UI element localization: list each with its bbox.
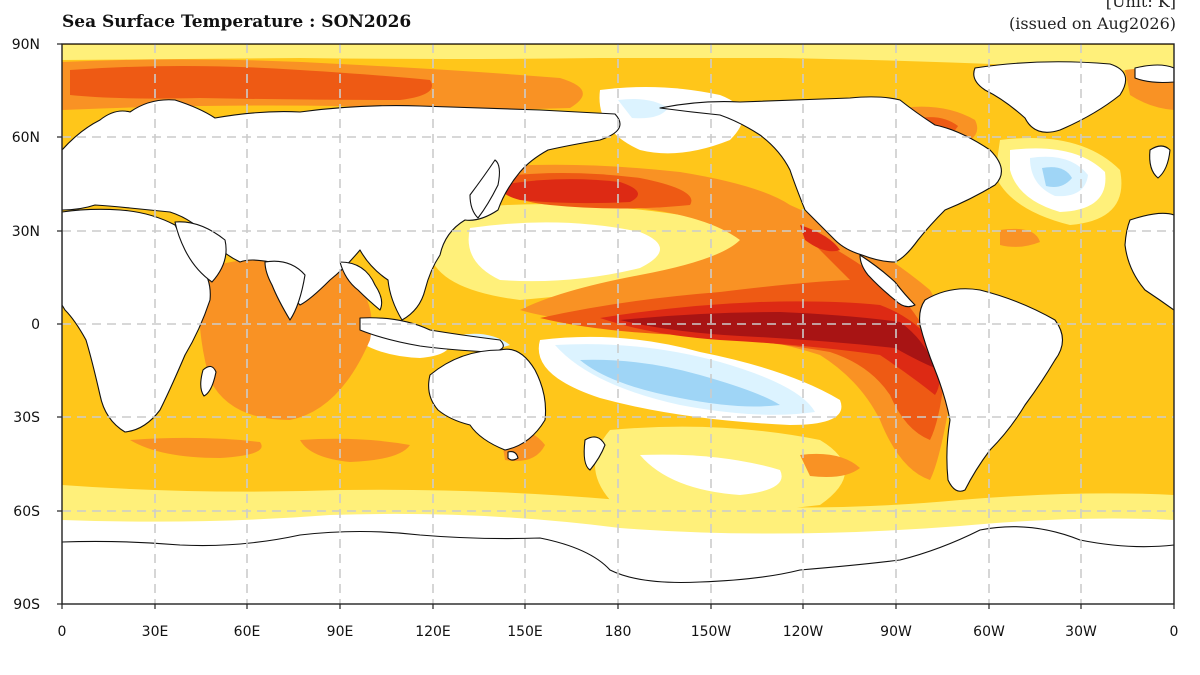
lat-label-90n: 90N [12,37,40,53]
tick-marks [57,43,1175,609]
maximum-positive-regions [620,312,935,368]
lon-label-30e: 30E [142,624,169,640]
lon-label-0-right: 0 [1170,624,1179,640]
anomaly-field [62,44,1174,604]
south-america-continent [919,288,1064,492]
lat-label-eq: 0 [31,317,40,333]
africa-continent [62,208,211,433]
new-zealand [583,436,606,471]
lon-label-60w: 60W [973,624,1005,640]
lon-label-150e: 150E [507,624,543,640]
lat-label-60n: 60N [12,130,40,146]
greenland [973,61,1127,133]
arabia [174,221,227,283]
southeast-asia [339,261,383,311]
lat-label-30n: 30N [12,224,40,240]
latitude-labels: 90N 60N 30N 0 30S 60S 90S [12,37,40,613]
lon-label-150w: 150W [691,624,732,640]
europe-asia-continent [62,99,621,321]
lat-label-30s: 30S [13,410,40,426]
west-africa-edge [1124,212,1174,311]
graticule [62,44,1174,604]
british-isles [1149,145,1171,179]
lat-label-90s: 90S [13,597,40,613]
australia [428,348,547,451]
moderate-negative-regions [580,167,1072,407]
lon-label-120w: 120W [783,624,824,640]
lat-label-60s: 60S [13,504,40,520]
central-america [859,254,916,308]
lon-label-0: 0 [58,624,67,640]
north-america-continent [659,96,1002,263]
iceland [1134,64,1174,84]
lon-label-60e: 60E [234,624,261,640]
lon-label-90e: 90E [327,624,354,640]
lon-label-180: 180 [605,624,632,640]
issued-date: (issued on Aug2026) [1009,14,1176,33]
india [264,260,306,321]
lon-label-120e: 120E [415,624,451,640]
lon-label-30w: 30W [1065,624,1097,640]
indonesia [359,317,504,353]
japan [469,159,501,219]
lon-label-90w: 90W [880,624,912,640]
unit-label: [Unit: K] [1105,0,1176,11]
map-title: Sea Surface Temperature : SON2026 [62,12,412,32]
longitude-labels: 0 30E 60E 90E 120E 150E 180 150W 120W 90… [58,624,1179,640]
madagascar [200,365,217,397]
tasmania [507,451,519,461]
